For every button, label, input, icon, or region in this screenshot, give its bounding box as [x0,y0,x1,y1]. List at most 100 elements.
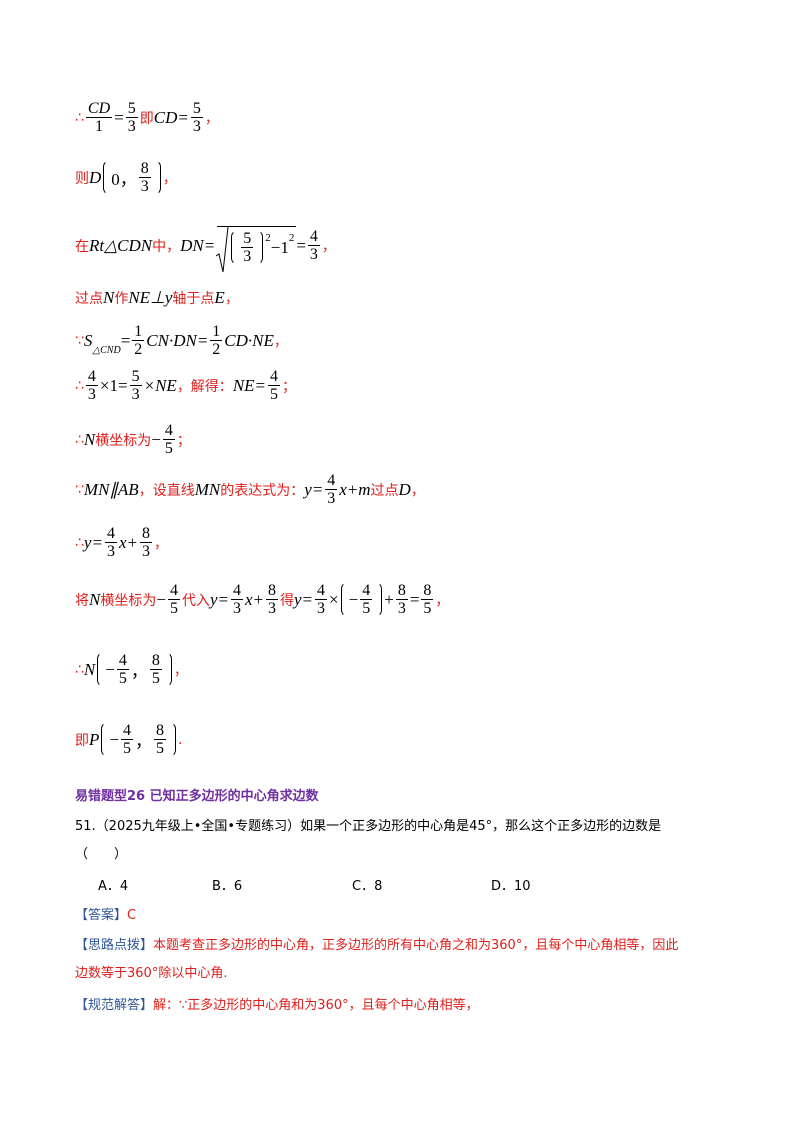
text: ∴ [75,431,84,448]
denominator: 3 [192,118,201,135]
subscript: △CND [92,345,121,356]
step-line: 过点 N 作 NE⊥y 轴于点 E， [75,288,239,308]
text: ； [176,432,191,449]
option: A．4 [98,879,129,894]
math: Rt△CDN [89,235,153,255]
math: E [214,288,225,307]
denominator: 3 [243,248,252,265]
step-line: ∵ S △CND = 1 2 CN·DN= 1 2 CD·NE ， [75,323,288,358]
text: 得 [280,592,294,609]
text: 将 [75,592,89,609]
parentheses: −4 5， 8 5 [100,722,177,757]
math: NE= [232,375,267,395]
math: −1 [270,237,289,257]
option: C．8 [352,879,383,894]
denominator: 5 [155,740,164,757]
step-line: 在 Rt△CDN 中， DN= 5 3 2 −1 2 = 4 3， [75,226,336,273]
text: 即 [75,732,89,749]
math: − [109,729,119,749]
math: CD= [153,107,189,127]
option: B．6 [212,879,243,894]
text: ， [162,170,177,187]
math: ， [130,662,148,681]
math: y= [294,589,314,609]
math: P [89,729,100,749]
denominator: 3 [140,178,149,195]
answer-blank: （ ） [75,847,128,862]
math: x+m [339,479,371,499]
text: ， [224,291,239,307]
math: D [89,167,102,187]
numerator: 1 [132,323,145,341]
solution-row: 【规范解答】解：∵正多边形的中心角和为360°，且每个中心角相等， [75,994,479,1013]
text: ， [321,238,336,255]
math: − [348,589,359,609]
math: = [120,330,131,350]
numerator: 4 [162,422,175,440]
math: − [156,589,166,609]
numerator: 8 [138,160,151,178]
text: 过点 [75,291,103,307]
solution-text: 解：∵正多边形的中心角和为360°，且每个中心角相等， [153,998,479,1013]
math: × [329,589,339,609]
numerator: CD [85,100,113,118]
math: S [83,330,93,350]
denominator: 3 [397,600,406,617]
numerator: 8 [149,652,162,670]
step-line: 即 P −4 5， 8 5. [75,722,182,757]
numerator: 5 [241,230,254,248]
question: 51.（2025九年级上•全国•专题练习）如果一个正多边形的中心角是45°，那么… [75,819,662,834]
denominator: 5 [151,670,160,687]
math: MN [194,479,221,499]
math: y= [209,589,229,609]
math: D [398,479,411,499]
answer-row: 【答案】C [75,904,136,923]
numerator: 4 [120,722,133,740]
text: ， [153,535,168,552]
math: + [384,589,394,609]
denominator: 3 [141,543,150,560]
math: MN∥AB [83,479,139,499]
numerator: 5 [190,100,203,118]
parentheses: 0， 8 3 [102,160,162,195]
text: ∴ [75,534,84,551]
answer-label: 【答案】 [75,908,128,923]
section-heading: 易错题型26 已知正多边形的中心角求边数 [75,789,319,804]
superscript: 2 [288,232,295,244]
denominator: 5 [164,440,173,457]
text: ∴ [75,377,84,394]
parentheses: −4 5 [340,582,384,617]
step-line: ∴ CD 1 = 5 3 即 CD= 5 3， [75,100,219,135]
text: ， [204,110,219,127]
text: 轴于点 [172,291,215,307]
numerator: 4 [104,525,117,543]
denominator: 3 [317,600,326,617]
math: 0， [111,170,137,189]
text: ， [410,482,425,499]
text: ； [282,378,297,395]
math: = [409,589,420,609]
denominator: 3 [327,490,336,507]
denominator: 5 [122,740,131,757]
text: 则 [75,170,89,187]
text: ∴ [75,109,84,126]
text: ∵ [75,332,84,349]
math: CD·NE [224,330,274,350]
denominator: 5 [169,600,178,617]
